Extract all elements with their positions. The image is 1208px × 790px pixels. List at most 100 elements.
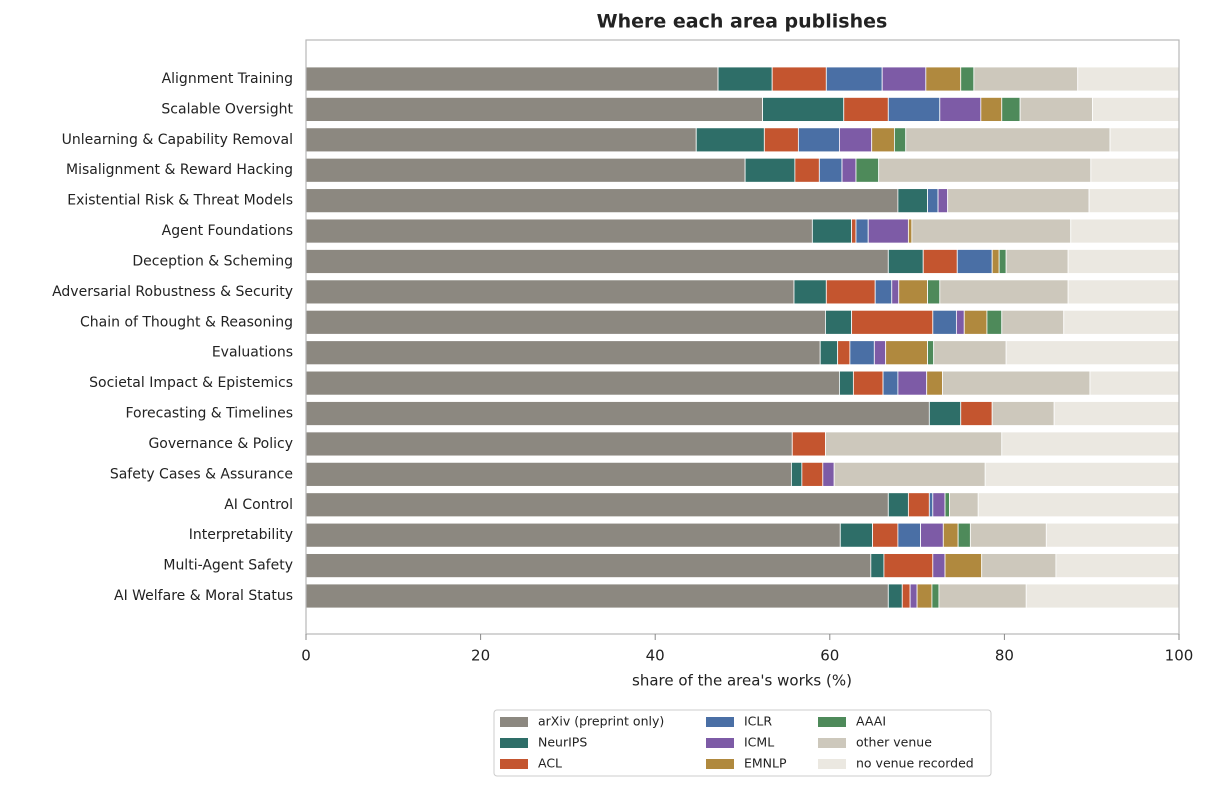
bar-segment bbox=[833, 461, 986, 487]
bar-segment bbox=[894, 127, 907, 153]
x-tick-label: 20 bbox=[471, 647, 490, 665]
bar-segment bbox=[1077, 66, 1180, 92]
bar-segment bbox=[885, 340, 928, 366]
bar-segment bbox=[305, 492, 889, 518]
plot-frame bbox=[305, 39, 1180, 635]
bar-segment bbox=[305, 188, 899, 214]
bar-segment bbox=[305, 431, 793, 457]
bar-segment bbox=[939, 279, 1069, 305]
bar-segment bbox=[933, 340, 1007, 366]
legend-swatch bbox=[818, 738, 846, 748]
bar-segment bbox=[305, 66, 719, 92]
legend-label: other venue bbox=[856, 735, 932, 750]
bar-segment bbox=[907, 218, 913, 244]
x-tick-label: 80 bbox=[995, 647, 1014, 665]
bar-segment bbox=[887, 583, 903, 609]
bar-segment bbox=[822, 461, 835, 487]
bar-segment bbox=[1053, 401, 1180, 426]
y-tick-label: Existential Risk & Threat Models bbox=[67, 193, 293, 209]
bar-segment bbox=[927, 340, 935, 366]
x-tick-label: 0 bbox=[301, 647, 311, 665]
x-tick-label: 40 bbox=[646, 647, 665, 665]
bar-segment bbox=[1005, 340, 1180, 366]
legend-label: ICLR bbox=[744, 714, 772, 729]
bar-segment bbox=[818, 157, 843, 183]
bar-segment bbox=[963, 309, 988, 335]
y-tick-label: Adversarial Robustness & Security bbox=[52, 284, 293, 300]
bar-segment bbox=[825, 66, 883, 92]
bar-segment bbox=[744, 157, 796, 183]
bar-segment bbox=[883, 553, 934, 578]
bar-segment bbox=[839, 370, 854, 396]
bar-segment bbox=[991, 249, 1000, 274]
bar-segment bbox=[897, 370, 928, 396]
bar-segment bbox=[907, 492, 930, 518]
bar-segment bbox=[898, 279, 928, 305]
bar-segment bbox=[878, 157, 1092, 183]
legend-swatch bbox=[818, 759, 846, 769]
bar-segment bbox=[980, 97, 1003, 122]
legend-label: NeurIPS bbox=[538, 735, 587, 750]
bar-segment bbox=[305, 522, 841, 548]
y-tick-label: Deception & Scheming bbox=[132, 253, 293, 269]
bar-segment bbox=[931, 583, 940, 609]
bar-segment bbox=[819, 340, 839, 366]
bar-segment bbox=[969, 522, 1047, 548]
bar-segment bbox=[887, 97, 941, 122]
bar-segment bbox=[793, 279, 827, 305]
y-tick-label: Societal Impact & Epistemics bbox=[89, 375, 293, 391]
bar-segment bbox=[825, 309, 853, 335]
bar-segment bbox=[939, 97, 982, 122]
bar-segment bbox=[855, 218, 869, 244]
y-tick-label: Multi-Agent Safety bbox=[163, 558, 293, 574]
bar-segment bbox=[839, 127, 873, 153]
bar-segment bbox=[874, 279, 893, 305]
bar-segment bbox=[991, 401, 1055, 426]
bar-segment bbox=[763, 127, 799, 153]
bar-segment bbox=[825, 431, 1003, 457]
bar-segment bbox=[1025, 583, 1180, 609]
bar-segment bbox=[960, 401, 993, 426]
bar-segment bbox=[901, 583, 911, 609]
bar-segment bbox=[305, 279, 795, 305]
bar-segment bbox=[841, 157, 857, 183]
bar-segment bbox=[873, 340, 887, 366]
bar-segment bbox=[1063, 309, 1180, 335]
legend-label: ACL bbox=[538, 756, 562, 771]
bar-segment bbox=[305, 340, 821, 366]
bar-segment bbox=[942, 370, 1091, 396]
bar-segment bbox=[909, 583, 918, 609]
bar-segment bbox=[305, 97, 763, 122]
bar-segment bbox=[947, 188, 1090, 214]
bar-segment bbox=[1070, 218, 1180, 244]
bar-segment bbox=[771, 66, 827, 92]
legend-frame bbox=[493, 709, 992, 777]
bar-segment bbox=[843, 97, 889, 122]
bar-segment bbox=[1109, 127, 1180, 153]
bar-segment bbox=[960, 66, 975, 92]
bar-segment bbox=[949, 492, 979, 518]
bar-segment bbox=[944, 553, 983, 578]
bar-segment bbox=[932, 492, 946, 518]
bar-segment bbox=[916, 583, 933, 609]
legend-label: no venue recorded bbox=[856, 756, 974, 771]
bar-segment bbox=[926, 370, 943, 396]
legend-label: arXiv (preprint only) bbox=[538, 714, 664, 729]
bar-segment bbox=[891, 279, 900, 305]
bar-segment bbox=[305, 401, 930, 426]
bar-segment bbox=[867, 218, 909, 244]
bar-segment bbox=[1019, 97, 1093, 122]
bar-segment bbox=[797, 127, 840, 153]
bar-segment bbox=[938, 583, 1027, 609]
bar-segment bbox=[927, 188, 939, 214]
y-tick-label: Unlearning & Capability Removal bbox=[62, 132, 293, 148]
bar-segment bbox=[928, 492, 934, 518]
bar-segment bbox=[1090, 157, 1180, 183]
bar-segment bbox=[920, 522, 944, 548]
bar-segment bbox=[887, 249, 924, 274]
legend-label: ICML bbox=[744, 735, 774, 750]
bar-segment bbox=[973, 66, 1079, 92]
bar-segment bbox=[927, 279, 941, 305]
y-tick-label: Safety Cases & Assurance bbox=[110, 466, 293, 482]
bar-segment bbox=[849, 340, 875, 366]
